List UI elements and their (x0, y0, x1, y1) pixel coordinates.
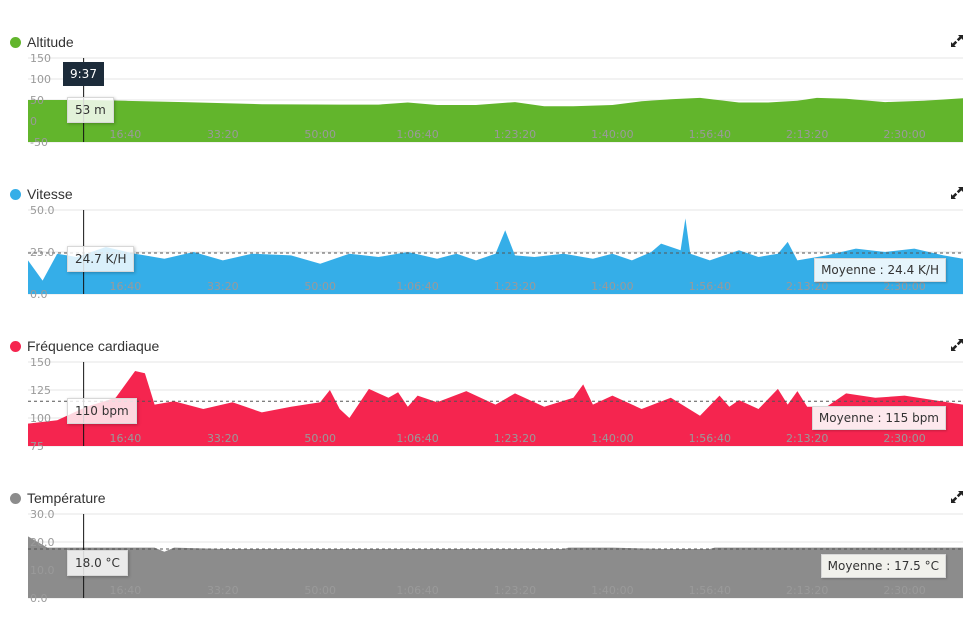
temperature-y-tick-label: 20.0 (30, 536, 55, 549)
temperature-x-tick-label: 1:23:20 (494, 584, 536, 597)
vitesse-area-series (28, 218, 963, 294)
altitude-title: Altitude (27, 34, 74, 50)
altitude-legend-dot (10, 36, 21, 48)
vitesse-expand-icon[interactable] (950, 186, 964, 200)
temperature-x-tick-label: 50:00 (304, 584, 336, 597)
frequence-y-tick-label: 100 (30, 412, 51, 425)
vitesse-x-tick-label: 2:30:00 (883, 280, 925, 293)
chart-panel-altitude: 150 100 50 0 -50 16:40 33:20 50:00 1:06:40 1:23:2… (0, 10, 974, 162)
altitude-y-tick-label: 100 (30, 73, 51, 86)
temperature-x-tick-label: 1:56:40 (689, 584, 731, 597)
vitesse-x-tick-label: 50:00 (304, 280, 336, 293)
frequence-x-tick-label: 33:20 (207, 432, 239, 445)
vitesse-x-tick-label: 1:06:40 (396, 280, 438, 293)
vitesse-x-tick-label: 1:23:20 (494, 280, 536, 293)
temperature-area-series (28, 536, 963, 598)
altitude-x-tick-label: 50:00 (304, 128, 336, 141)
temperature-x-tick-label: 33:20 (207, 584, 239, 597)
expand-arrows-icon (951, 339, 963, 351)
frequence-x-tick-label: 1:40:00 (591, 432, 633, 445)
vitesse-x-tick-label: 1:40:00 (591, 280, 633, 293)
frequence-title: Fréquence cardiaque (27, 338, 160, 354)
altitude-y-tick-label: 0 (30, 115, 37, 128)
temperature-y-tick-label: 10.0 (30, 564, 55, 577)
temperature-expand-icon[interactable] (950, 490, 964, 504)
vitesse-chart[interactable]: 50.0 25.0 0.0 16:40 33:20 50:00 1:06:40 1:23:20… (0, 162, 974, 314)
frequence-legend-dot (10, 340, 21, 352)
frequence-expand-icon[interactable] (950, 338, 964, 352)
altitude-y-tick-label: 150 (30, 52, 51, 65)
temperature-x-tick-label: 2:30:00 (883, 584, 925, 597)
expand-arrows-icon (951, 187, 963, 199)
vitesse-x-tick-label: 33:20 (207, 280, 239, 293)
temperature-y-tick-label: 30.0 (30, 508, 55, 521)
vitesse-cursor-value: 24.7 K/H (67, 246, 135, 272)
frequence-header: Fréquence cardiaque (10, 336, 159, 356)
frequence-chart[interactable]: 150 125 100 75 16:40 33:20 50:00 1:06:40 1:23:20… (0, 314, 974, 466)
vitesse-title: Vitesse (27, 186, 73, 202)
temperature-chart[interactable]: 30.0 20.0 10.0 0.0 16:40 33:20 50:00 1:06:40 1:2… (0, 466, 974, 618)
frequence-x-tick-label: 2:30:00 (883, 432, 925, 445)
frequence-area-series (28, 371, 963, 446)
altitude-area-series (28, 97, 963, 142)
temperature-x-tick-label: 1:40:00 (591, 584, 633, 597)
chart-panel-temperature: 30.0 20.0 10.0 0.0 16:40 33:20 50:00 1:06:40 1:2… (0, 466, 974, 618)
temperature-y-tick-label: 0.0 (30, 592, 48, 605)
temperature-header: Température (10, 488, 106, 508)
altitude-expand-icon[interactable] (950, 34, 964, 48)
vitesse-legend-dot (10, 188, 21, 200)
temperature-average-label: Moyenne : 17.5 °C (820, 554, 946, 578)
altitude-header: Altitude (10, 32, 74, 52)
frequence-average-label: Moyenne : 115 bpm (811, 406, 946, 430)
vitesse-x-tick-label: 16:40 (110, 280, 142, 293)
frequence-cursor-value: 110 bpm (67, 398, 137, 424)
chart-panel-vitesse: 50.0 25.0 0.0 16:40 33:20 50:00 1:06:40 1:23:20… (0, 162, 974, 314)
temperature-cursor-value: 18.0 °C (67, 550, 128, 576)
vitesse-y-tick-label: 25.0 (30, 246, 55, 259)
altitude-x-tick-label: 16:40 (110, 128, 142, 141)
vitesse-header: Vitesse (10, 184, 73, 204)
vitesse-y-tick-label: 0.0 (30, 288, 48, 301)
frequence-x-tick-label: 1:06:40 (396, 432, 438, 445)
altitude-x-tick-label: 1:06:40 (396, 128, 438, 141)
cursor-time-badge: 9:37 (63, 62, 104, 86)
altitude-cursor-value: 53 m (67, 97, 114, 123)
expand-arrows-icon (951, 491, 963, 503)
vitesse-x-tick-label: 1:56:40 (689, 280, 731, 293)
temperature-title: Température (27, 490, 106, 506)
frequence-x-tick-label: 1:56:40 (689, 432, 731, 445)
vitesse-y-tick-label: 50.0 (30, 204, 55, 217)
altitude-y-tick-label: 50 (30, 94, 44, 107)
frequence-y-tick-label: 125 (30, 384, 51, 397)
frequence-y-tick-label: 75 (30, 440, 44, 453)
temperature-x-tick-label: 16:40 (110, 584, 142, 597)
altitude-x-tick-label: 2:30:00 (883, 128, 925, 141)
temperature-legend-dot (10, 492, 21, 504)
expand-arrows-icon (951, 35, 963, 47)
altitude-chart[interactable]: 150 100 50 0 -50 16:40 33:20 50:00 1:06:40 1:23:2… (0, 10, 974, 162)
frequence-x-tick-label: 1:23:20 (494, 432, 536, 445)
altitude-x-tick-label: 33:20 (207, 128, 239, 141)
altitude-x-tick-label: 1:23:20 (494, 128, 536, 141)
frequence-y-tick-label: 150 (30, 356, 51, 369)
temperature-x-tick-label: 1:06:40 (396, 584, 438, 597)
altitude-x-tick-label: 2:13:20 (786, 128, 828, 141)
altitude-y-tick-label: -50 (30, 136, 48, 149)
frequence-x-tick-label: 50:00 (304, 432, 336, 445)
chart-panel-frequence: 150 125 100 75 16:40 33:20 50:00 1:06:40 1:23:20… (0, 314, 974, 466)
vitesse-average-label: Moyenne : 24.4 K/H (814, 258, 946, 282)
frequence-x-tick-label: 2:13:20 (786, 432, 828, 445)
temperature-x-tick-label: 2:13:20 (786, 584, 828, 597)
vitesse-x-tick-label: 2:13:20 (786, 280, 828, 293)
altitude-x-tick-label: 1:56:40 (689, 128, 731, 141)
altitude-x-tick-label: 1:40:00 (591, 128, 633, 141)
frequence-x-tick-label: 16:40 (110, 432, 142, 445)
